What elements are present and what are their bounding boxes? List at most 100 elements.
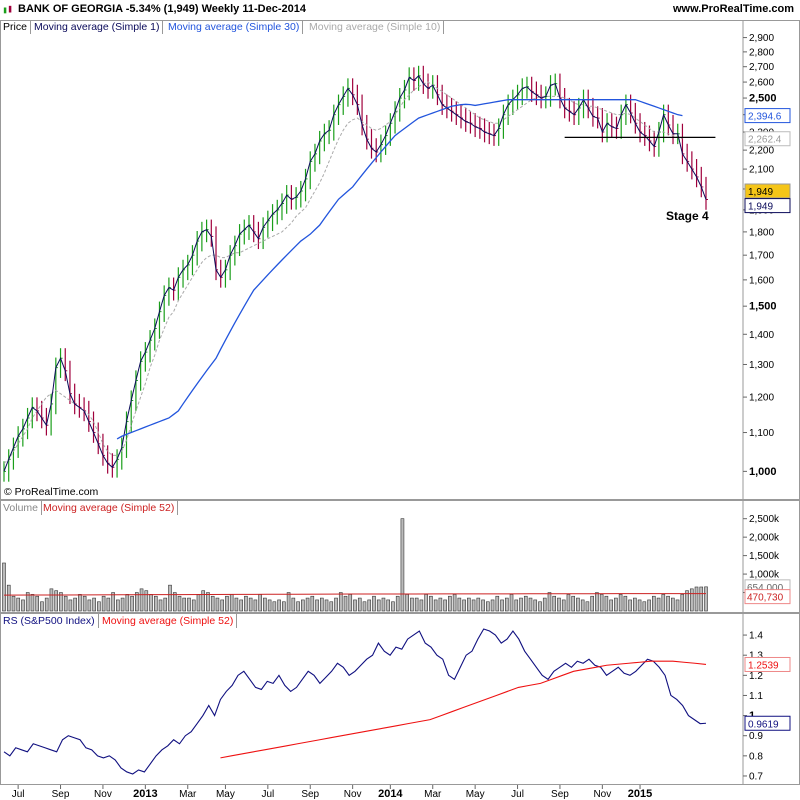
volume-bar [391,601,395,612]
volume-bar [210,595,215,612]
volume-tick-label: 2,500k [749,514,780,525]
volume-bar [187,597,191,612]
volume-bar [362,601,367,612]
sma10-value-label-box [744,131,791,147]
x-tick-label: Sep [551,789,569,800]
volume-bar [490,599,495,612]
volume-bar [177,595,182,612]
volume-bar [2,562,6,612]
volume-bar [689,588,694,612]
rs-line [3,628,707,775]
volume-bar [376,599,381,612]
volume-bar [495,595,500,612]
volume-bar [120,597,125,612]
volume-bar [239,599,243,612]
volume-bar [680,594,685,612]
sma1-value-label: 1,949 [748,202,773,213]
volume-bar [599,594,604,612]
rs-ma-value-label: 1.2539 [748,660,779,671]
volume-bar [135,592,139,612]
volume-bar [301,599,305,612]
volume-bar [367,599,372,612]
volume-bar [595,592,599,612]
volume-bar [130,595,134,612]
stage-4-annotation: Stage 4 [666,209,709,223]
volume-bar [519,597,523,612]
rs-tick-label: 0.9 [749,731,763,742]
rs-tick-label: 0.8 [749,751,763,762]
legend-volume-ma: Moving average (Simple 52) [40,501,179,515]
volume-bar [49,588,54,612]
volume-ma-value-label: 470,730 [747,593,784,604]
volume-bar [699,586,704,612]
rs-tick-label: 1.4 [749,631,763,642]
legend-sma10: Moving average (Simple 10) [306,20,445,34]
volume-ma-line [3,593,707,596]
volume-bar [666,595,670,612]
volume-bar [623,595,628,612]
volume-bar [452,594,457,612]
volume-ma-value-box [744,589,791,605]
rs-tick-label: 1.3 [749,651,763,662]
volume-bar [59,592,63,612]
volume-bar [429,595,433,612]
volume-bar [21,599,25,612]
volume-bar [670,597,675,612]
price-tick-label: 1,400 [749,330,774,341]
volume-bar [215,597,220,612]
volume-bar [286,592,291,612]
volume-bar [291,597,296,612]
volume-bar [462,599,466,612]
volume-bar [144,590,149,612]
price-tick-label: 2,900 [749,33,774,44]
price-tick-label: 2,700 [749,62,774,73]
sma30-line [116,99,683,440]
volume-bar [433,599,438,612]
volume-bar [25,592,30,612]
volume-bar [656,597,661,612]
volume-bar [153,595,158,612]
volume-bar [87,599,92,612]
volume-bar [343,595,348,612]
volume-bar [6,584,11,612]
volume-bar [381,597,386,612]
volume-bar [561,599,566,612]
volume-bar [248,597,253,612]
volume-bar [357,597,362,612]
volume-bar [16,597,21,612]
chart-title: BANK OF GEORGIA -5.34% (1,949) Weekly 11… [18,3,306,15]
volume-bar [139,588,144,612]
x-tick-label: 2014 [378,788,403,800]
price-tick-label: 1,500 [749,301,777,313]
volume-bar [661,594,666,612]
legend-rs-ma: Moving average (Simple 52) [99,614,238,628]
x-tick-label: May [216,789,235,800]
volume-bar [486,601,490,612]
volume-bar [500,599,504,612]
volume-bar [448,595,452,612]
rs-value-label: 0.9619 [748,719,779,730]
volume-tick-label: 1,500k [749,551,780,562]
volume-bar [44,597,49,612]
volume-bar [628,599,632,612]
x-tick-label: Mar [179,789,197,800]
volume-bar [633,597,637,612]
volume-bar [272,601,277,612]
volume-bar [514,599,519,612]
x-tick-label: Sep [52,789,70,800]
site-url[interactable]: www.ProRealTime.com [672,3,794,15]
volume-bar [504,597,509,612]
volume-bar [196,594,201,612]
volume-bar [244,595,248,612]
volume-bar [538,601,542,612]
volume-bar [585,601,590,612]
sma10-line [3,81,683,464]
volume-bar [566,594,571,612]
volume-bar [267,599,272,612]
x-tick-label: Nov [344,789,362,800]
chart-header: BANK OF GEORGIA -5.34% (1,949) Weekly 11… [0,0,800,20]
volume-bar [277,599,281,612]
price-tick-label: 1,700 [749,251,774,262]
volume-bar [410,597,414,612]
